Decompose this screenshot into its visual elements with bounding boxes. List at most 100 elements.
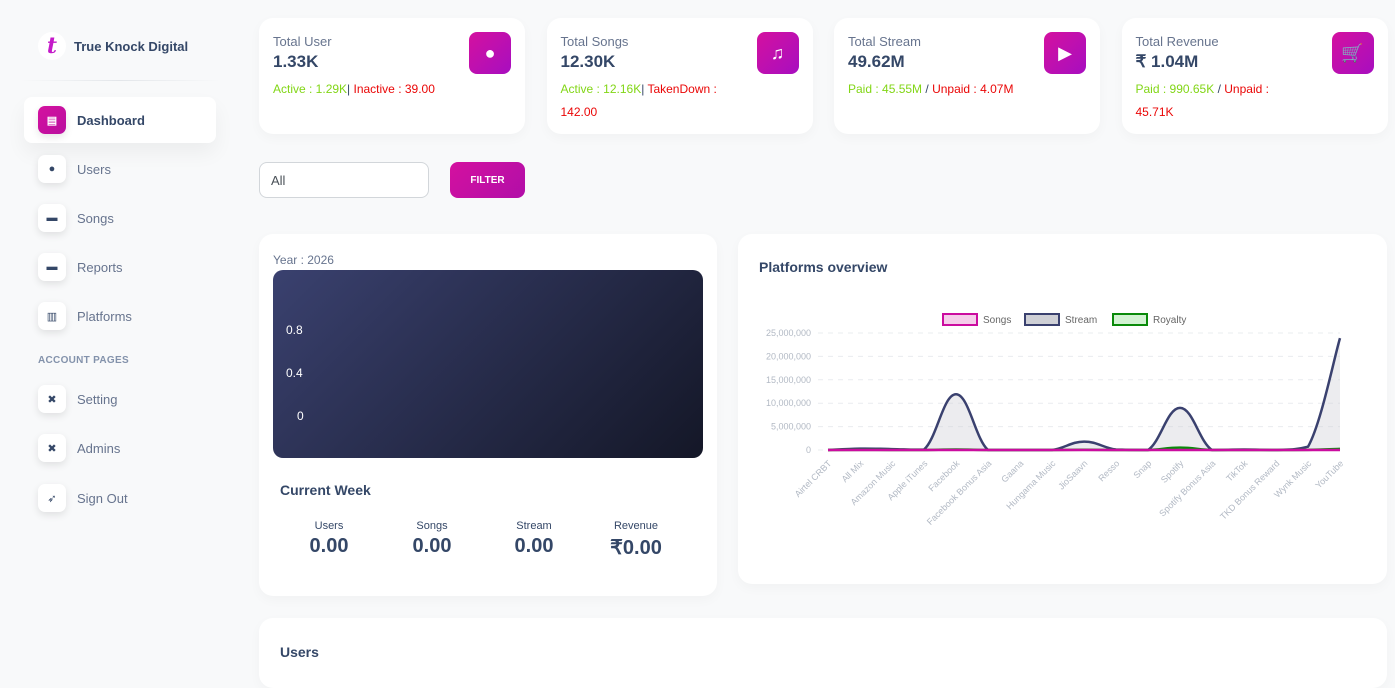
x-tick-label: Resso	[1096, 458, 1121, 483]
cart-icon: 🛒	[1331, 32, 1374, 74]
sidebar-item-label: Admins	[77, 440, 121, 456]
stat-breakdown: Active : 1.29K| Inactive : 39.00	[273, 78, 443, 101]
filter-input[interactable]	[259, 162, 429, 198]
stat-card: Total Revenue ₹ 1.04M Paid : 990.65K / U…	[1121, 18, 1388, 134]
week-label: Revenue	[613, 520, 659, 532]
users-icon: ●	[38, 155, 66, 183]
filter-button[interactable]: FILTER	[450, 162, 525, 198]
stat-title: Total Stream	[848, 34, 921, 49]
sidebar-item-label: Platforms	[77, 308, 132, 324]
legend-label[interactable]: Songs	[983, 315, 1011, 326]
x-tick-label: TKD Bonus Reward	[1218, 458, 1281, 521]
tools-icon: ✖	[38, 385, 66, 413]
week-label: Songs	[416, 520, 448, 532]
stat-breakdown: Active : 12.16K| TakenDown : 142.00	[561, 78, 731, 124]
sidebar-item-label: Sign Out	[77, 490, 128, 506]
sidebar-item-songs[interactable]: ▬ Songs	[24, 195, 216, 241]
separator: /	[922, 82, 933, 96]
week-value: 0.00	[412, 535, 452, 557]
legend-label[interactable]: Stream	[1065, 315, 1097, 326]
stat-primary: Active : 12.16K	[560, 82, 642, 96]
x-tick-label: Airtel CRBT	[793, 458, 834, 499]
rocket-icon: ➶	[38, 484, 66, 512]
x-tick-label: Snap	[1131, 458, 1153, 480]
separator: |	[347, 82, 354, 96]
brand-logo: t	[38, 32, 66, 60]
stat-card: Total User 1.33K Active : 1.29K| Inactiv…	[259, 18, 525, 134]
y-tick-label: 25,000,000	[766, 328, 811, 338]
x-tick-label: YouTube	[1313, 458, 1345, 490]
sidebar-item-label: Songs	[77, 210, 114, 226]
sidebar-item-setting[interactable]: ✖ Setting	[24, 376, 216, 422]
users-title: Users	[280, 644, 319, 660]
brand-name: True Knock Digital	[74, 38, 189, 54]
music-icon: ♫	[756, 32, 799, 74]
series-area-stream	[828, 338, 1340, 450]
legend-swatch[interactable]	[1024, 313, 1060, 326]
legend-swatch[interactable]	[942, 313, 978, 326]
user-icon: ●	[469, 32, 511, 74]
stat-value: 49.62M	[848, 52, 905, 71]
y-tick-label: 10,000,000	[766, 398, 811, 408]
sidebar-item-reports[interactable]: ▬ Reports	[24, 244, 216, 290]
stat-secondary: TakenDown : 142.00	[560, 82, 717, 119]
stat-value: 1.33K	[273, 52, 319, 71]
stat-primary: Paid : 45.55M	[848, 82, 923, 96]
stat-card: Total Stream 49.62M Paid : 45.55M / Unpa…	[834, 18, 1100, 134]
x-tick-label: Gaana	[999, 458, 1025, 484]
stat-secondary: Unpaid : 45.71K	[1135, 82, 1269, 119]
section-label: ACCOUNT PAGES	[38, 355, 129, 366]
sidebar-item-label: Setting	[77, 391, 118, 407]
sidebar-item-admins[interactable]: ✖ Admins	[24, 425, 216, 471]
stat-title: Total Songs	[560, 34, 629, 49]
sidebar-item-users[interactable]: ● Users	[24, 146, 216, 192]
sidebar-item-label: Dashboard	[77, 112, 145, 128]
users-card: Users	[259, 618, 1387, 688]
sidebar-item-sign-out[interactable]: ➶ Sign Out	[24, 475, 216, 521]
y-tick: 0.8	[286, 323, 303, 337]
y-tick: 0.4	[286, 366, 303, 380]
sidebar: t True Knock Digital ▤ Dashboard ● Users ▬…	[0, 0, 240, 674]
platforms-chart: 0 5,000,000 10,000,000 15,000,000 20,000,000…	[766, 313, 1345, 527]
week-label: Stream	[516, 520, 552, 532]
separator: |	[641, 82, 648, 96]
stat-value: ₹ 1.04M	[1135, 52, 1199, 71]
y-tick-label: 0	[806, 445, 811, 455]
x-tick-label: JioSaavn	[1056, 458, 1089, 491]
legend-swatch[interactable]	[1112, 313, 1148, 326]
x-tick-label: Facebook Bonus Asia	[925, 458, 994, 527]
stat-primary: Active : 1.29K	[273, 82, 348, 96]
brand[interactable]: t True Knock Digital	[38, 32, 188, 60]
week-stream: Stream 0.00	[484, 520, 584, 558]
chart-bar-icon: ▥	[38, 302, 66, 330]
week-songs: Songs 0.00	[382, 520, 482, 558]
week-users: Users 0.00	[279, 520, 379, 558]
y-tick-label: 5,000,000	[771, 422, 811, 432]
stat-title: Total User	[273, 34, 332, 49]
week-value: 0.00	[309, 535, 349, 557]
year-label: Year : 2026	[273, 253, 334, 267]
separator: /	[1214, 82, 1225, 96]
stat-secondary: Inactive : 39.00	[353, 82, 435, 96]
stat-breakdown: Paid : 45.55M / Unpaid : 4.07M	[848, 78, 1018, 101]
stat-card: Total Songs 12.30K Active : 12.16K| Take…	[546, 18, 813, 134]
x-tick-label: Spotify Bonus Asia	[1157, 458, 1217, 518]
y-tick-label: 20,000,000	[766, 351, 811, 361]
y-tick: 0	[297, 409, 304, 423]
sidebar-item-label: Reports	[77, 259, 123, 275]
card-icon: ▬	[38, 204, 66, 232]
chart-title: Platforms overview	[759, 259, 888, 275]
x-tick-label: Spotify	[1159, 458, 1186, 485]
y-tick-label: 15,000,000	[766, 375, 811, 385]
sidebar-item-platforms[interactable]: ▥ Platforms	[24, 293, 216, 339]
legend-label[interactable]: Royalty	[1153, 315, 1186, 326]
card-icon: ▬	[38, 253, 66, 281]
sidebar-item-dashboard[interactable]: ▤ Dashboard	[24, 97, 216, 143]
tools-icon: ✖	[38, 434, 66, 462]
stat-title: Total Revenue	[1135, 34, 1219, 49]
stat-secondary: Unpaid : 4.07M	[932, 82, 1014, 96]
x-tick-label: TikTok	[1224, 458, 1250, 484]
sidebar-item-label: Users	[77, 161, 111, 177]
year-card: Year : 2026 0.8 0.4 0 Current Week Users…	[259, 234, 717, 596]
current-week-title: Current Week	[280, 482, 371, 498]
